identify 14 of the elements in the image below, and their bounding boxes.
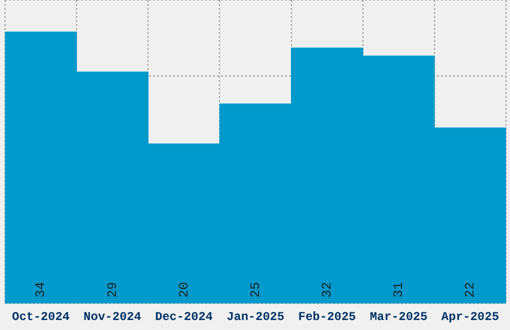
data-label: 31	[391, 282, 406, 298]
data-label: 25	[248, 282, 263, 298]
data-label: 32	[320, 282, 335, 298]
data-label: 34	[33, 282, 48, 298]
x-tick-label: Oct-2024	[12, 310, 70, 324]
data-label: 29	[104, 282, 120, 298]
x-tick-label: Apr-2025	[441, 310, 500, 324]
x-tick-label: Dec-2024	[155, 310, 213, 324]
x-tick-label: Jan-2025	[226, 310, 284, 324]
x-tick-label: Mar-2025	[370, 310, 428, 324]
x-tick-label: Nov-2024	[84, 310, 142, 324]
data-label: 20	[176, 282, 192, 298]
data-label: 22	[462, 282, 478, 298]
x-tick-label: Feb-2025	[298, 310, 356, 324]
